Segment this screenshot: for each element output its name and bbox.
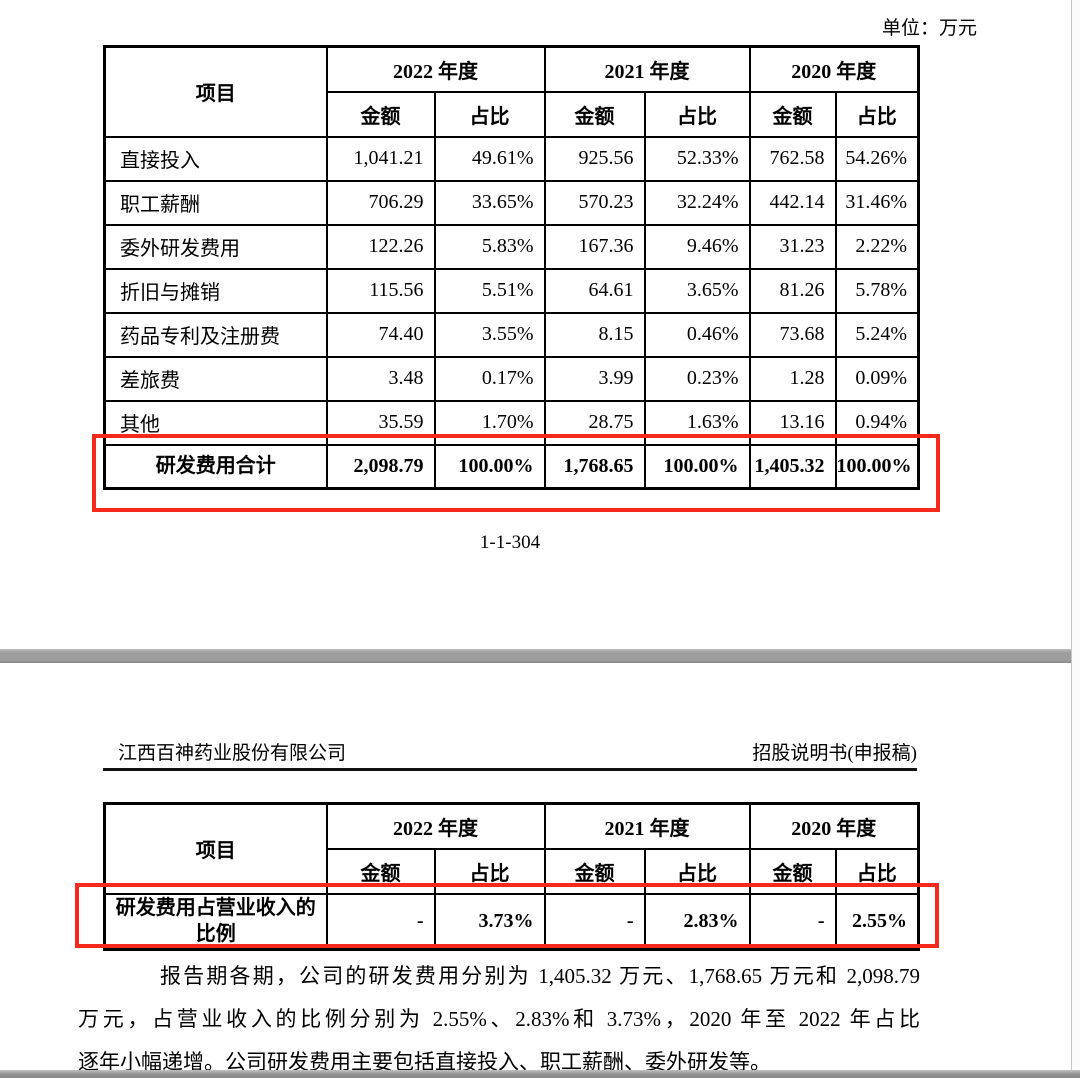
red-annotation-box-total-row <box>92 434 940 512</box>
rd-revenue-ratio-table: 项目 2022 年度 2021 年度 2020 年度 金额 占比 金额 占比 金… <box>103 802 920 951</box>
col-header-ratio: 占比 <box>643 90 751 138</box>
table-row-outsourced-rd: 委外研发费用 122.26 5.83% 167.36 9.46% 31.23 2… <box>103 223 920 270</box>
table-year-header-row: 项目 2022 年度 2021 年度 2020 年度 <box>103 802 920 895</box>
cell-value: 3.99 <box>543 355 646 402</box>
cell-value: 2.22% <box>834 223 920 270</box>
cell-value: 442.14 <box>748 179 837 226</box>
cell-value: 52.33% <box>643 135 751 182</box>
table-row-rd-revenue-ratio: 研发费用占营业收入的比例 - 3.73% - 2.83% - 2.55% <box>103 892 920 951</box>
col-header-amount: 金额 <box>748 90 837 138</box>
cell-value: 49.61% <box>433 135 546 182</box>
cell-value: 3.55% <box>433 311 546 358</box>
row-label: 折旧与摊销 <box>103 267 328 314</box>
table-row-patent-registration: 药品专利及注册费 74.40 3.55% 8.15 0.46% 73.68 5.… <box>103 311 920 358</box>
body-paragraph: 报告期各期，公司的研发费用分别为 1,405.32 万元、1,768.65 万元… <box>78 955 920 1078</box>
cell-value: 0.46% <box>643 311 751 358</box>
red-annotation-box-ratio-row <box>75 883 939 948</box>
rd-expense-breakdown-table: 项目 2022 年度 2021 年度 2020 年度 金额 占比 金额 占比 金… <box>103 45 920 490</box>
cell-value: 1,041.21 <box>325 135 436 182</box>
row-label: 药品专利及注册费 <box>103 311 328 358</box>
cell-value: 73.68 <box>748 311 837 358</box>
cell-value: 1,405.32 <box>748 443 837 490</box>
col-header-item: 项目 <box>103 802 328 895</box>
cell-value: - <box>325 892 436 951</box>
paragraph-line: 万元，占营业收入的比例分别为 2.55%、2.83%和 3.73%，2020 年… <box>78 1007 920 1031</box>
cell-value: 5.78% <box>834 267 920 314</box>
row-label: 研发费用合计 <box>103 443 328 490</box>
col-header-year-2021: 2021 年度 <box>543 45 751 93</box>
col-header-year-2020: 2020 年度 <box>748 802 920 850</box>
table-row-depreciation: 折旧与摊销 115.56 5.51% 64.61 3.65% 81.26 5.7… <box>103 267 920 314</box>
cell-value: 925.56 <box>543 135 646 182</box>
company-name: 江西百神药业股份有限公司 <box>118 743 347 764</box>
cell-value: 0.09% <box>834 355 920 402</box>
cell-value: 3.65% <box>643 267 751 314</box>
col-header-ratio: 占比 <box>433 90 546 138</box>
cell-value: 1.28 <box>748 355 837 402</box>
cell-value: 2.83% <box>643 892 751 951</box>
cell-value: - <box>543 892 646 951</box>
cell-value: 115.56 <box>325 267 436 314</box>
table-row-travel: 差旅费 3.48 0.17% 3.99 0.23% 1.28 0.09% <box>103 355 920 402</box>
cell-value: 0.23% <box>643 355 751 402</box>
col-header-amount: 金额 <box>543 90 646 138</box>
bottom-page-divider-edge <box>0 1070 1080 1078</box>
cell-value: 2.55% <box>834 892 920 951</box>
row-label: 差旅费 <box>103 355 328 402</box>
row-label: 委外研发费用 <box>103 223 328 270</box>
page-divider-bar <box>0 649 1080 663</box>
cell-value: 762.58 <box>748 135 837 182</box>
cell-value: 5.51% <box>433 267 546 314</box>
cell-value: 100.00% <box>643 443 751 490</box>
col-header-year-2020: 2020 年度 <box>748 45 920 93</box>
col-header-ratio: 占比 <box>834 90 920 138</box>
cell-value: 5.83% <box>433 223 546 270</box>
cell-value: 5.24% <box>834 311 920 358</box>
cell-value: 64.61 <box>543 267 646 314</box>
col-header-year-2022: 2022 年度 <box>325 802 546 850</box>
cell-value: 0.17% <box>433 355 546 402</box>
cell-value: 3.48 <box>325 355 436 402</box>
cell-value: 570.23 <box>543 179 646 226</box>
table-row-staff-salary: 职工薪酬 706.29 33.65% 570.23 32.24% 442.14 … <box>103 179 920 226</box>
cell-value: 54.26% <box>834 135 920 182</box>
cell-value: 9.46% <box>643 223 751 270</box>
cell-value: 8.15 <box>543 311 646 358</box>
running-header: 江西百神药业股份有限公司 招股说明书(申报稿) <box>103 740 917 771</box>
col-header-year-2021: 2021 年度 <box>543 802 751 850</box>
table-sub-header-row: 金额 占比 金额 占比 金额 占比 <box>105 90 920 138</box>
cell-value: - <box>748 892 837 951</box>
unit-label: 单位：万元 <box>881 18 977 39</box>
cell-value: 100.00% <box>834 443 920 490</box>
table-year-header-row: 项目 2022 年度 2021 年度 2020 年度 <box>103 45 920 138</box>
cell-value: 3.73% <box>433 892 546 951</box>
row-label: 直接投入 <box>103 135 328 182</box>
row-label: 职工薪酬 <box>103 179 328 226</box>
document-type-label: 招股说明书(申报稿) <box>752 743 917 764</box>
col-header-amount: 金额 <box>325 90 436 138</box>
cell-value: 31.46% <box>834 179 920 226</box>
col-header-item: 项目 <box>103 45 328 138</box>
cell-value: 31.23 <box>748 223 837 270</box>
cell-value: 122.26 <box>325 223 436 270</box>
cell-value: 100.00% <box>433 443 546 490</box>
cell-value: 1,768.65 <box>543 443 646 490</box>
cell-value: 167.36 <box>543 223 646 270</box>
cell-value: 32.24% <box>643 179 751 226</box>
page-right-margin <box>1072 0 1080 1078</box>
cell-value: 706.29 <box>325 179 436 226</box>
table-row-rd-total: 研发费用合计 2,098.79 100.00% 1,768.65 100.00%… <box>103 443 920 490</box>
col-header-year-2022: 2022 年度 <box>325 45 546 93</box>
page-number: 1-1-304 <box>479 532 541 553</box>
cell-value: 2,098.79 <box>325 443 436 490</box>
page-edge-line <box>1071 0 1072 1078</box>
paragraph-line: 报告期各期，公司的研发费用分别为 1,405.32 万元、1,768.65 万元… <box>160 964 920 988</box>
cell-value: 33.65% <box>433 179 546 226</box>
cell-value: 81.26 <box>748 267 837 314</box>
row-label: 研发费用占营业收入的比例 <box>103 892 328 951</box>
table-row-direct-input: 直接投入 1,041.21 49.61% 925.56 52.33% 762.5… <box>103 135 920 182</box>
cell-value: 74.40 <box>325 311 436 358</box>
